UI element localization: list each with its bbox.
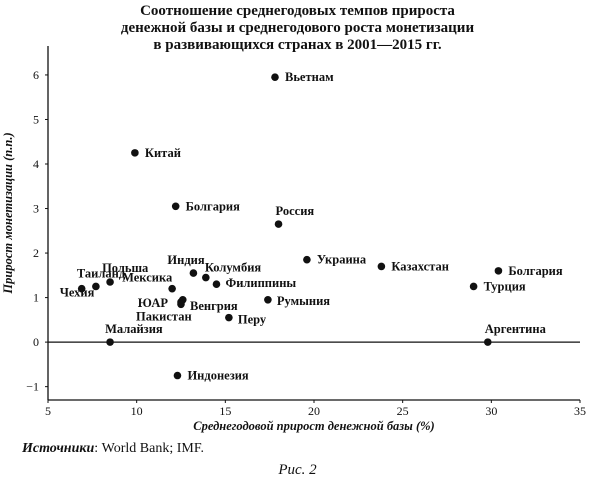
- point-label: Мексика: [122, 271, 173, 285]
- data-point: [271, 73, 279, 81]
- point-label: Польша: [102, 261, 149, 275]
- x-tick-label: 10: [131, 404, 143, 418]
- data-point: [106, 278, 114, 286]
- axes: −1 0 1 2 3 4 5 6 5 10 15 20 25 30 35 Среднегодовой прир…: [1, 46, 586, 433]
- point-label: Венгрия: [190, 299, 238, 313]
- data-point: [212, 280, 221, 289]
- data-point: [168, 284, 176, 293]
- data-point: [225, 313, 233, 322]
- y-tick-label: 2: [33, 246, 39, 260]
- x-tick-label: 25: [397, 404, 409, 418]
- x-tick-label: 20: [308, 404, 320, 418]
- point-label: Россия: [276, 204, 315, 218]
- figure-caption: Рис. 2: [278, 462, 317, 478]
- point-label: Казахстан: [391, 259, 449, 273]
- data-point: [177, 300, 185, 309]
- data-point: [202, 273, 210, 282]
- data-point: [377, 262, 386, 271]
- x-axis-label: Среднегодовой прирост денежной базы (%): [193, 419, 434, 433]
- title-line-2: денежной базы и среднегодового роста мон…: [120, 20, 475, 36]
- source-note: Источники: World Bank; IMF.: [22, 441, 204, 457]
- point-label: Турция: [484, 279, 526, 293]
- point-label: Китай: [145, 146, 181, 160]
- data-point: [303, 255, 311, 264]
- point-label: Малайзия: [105, 322, 163, 336]
- point-label: Аргентина: [485, 322, 547, 336]
- y-tick-label: 1: [33, 291, 39, 305]
- data-point: [171, 202, 180, 211]
- point-label: Индонезия: [187, 369, 248, 383]
- y-axis-label: Прирост монетизации (п.п.): [1, 132, 15, 294]
- data-point: [189, 269, 198, 277]
- point-label: ЮАР: [138, 296, 169, 310]
- chart-title: Соотношение среднегодовых темпов прирост…: [0, 3, 595, 54]
- source-text: : World Bank; IMF.: [94, 441, 205, 456]
- point-label: Пакистан: [136, 309, 192, 323]
- data-point: [106, 338, 114, 346]
- data-points: Вьетнам Китай Болгария Россия Украина Казахст…: [60, 70, 563, 382]
- data-point: [131, 149, 139, 157]
- point-label: Колумбия: [205, 261, 262, 275]
- x-tick-label: 5: [45, 404, 51, 418]
- point-label: Перу: [238, 313, 267, 327]
- x-tick-label: 15: [219, 404, 231, 418]
- point-label: Филиппины: [225, 276, 296, 290]
- point-label: Румыния: [277, 294, 330, 308]
- data-point: [92, 282, 100, 291]
- point-label: Болгария: [186, 199, 240, 213]
- data-point: [494, 267, 503, 275]
- data-point: [173, 371, 182, 380]
- data-point: [264, 296, 272, 304]
- y-tick-label: 0: [33, 335, 39, 349]
- title-line-3: в развивающихся странах в 2001—2015 гг.: [153, 37, 442, 53]
- title-line-1: Соотношение среднегодовых темпов прирост…: [140, 3, 455, 19]
- y-tick-label: 4: [33, 157, 39, 171]
- point-label: Украина: [317, 253, 367, 267]
- y-tick-label: −1: [26, 380, 39, 394]
- point-label: Чехия: [60, 286, 95, 300]
- point-label: Болгария: [508, 264, 562, 278]
- data-point: [483, 338, 492, 346]
- data-point: [469, 282, 478, 291]
- data-point: [274, 220, 283, 228]
- source-label: Источники: [22, 441, 95, 456]
- x-tick-label: 35: [574, 404, 586, 418]
- y-tick-label: 6: [33, 68, 39, 82]
- y-tick-label: 5: [33, 112, 39, 126]
- x-tick-label: 30: [485, 404, 497, 418]
- point-label: Вьетнам: [285, 70, 334, 84]
- data-point: [77, 284, 86, 293]
- y-tick-label: 3: [33, 202, 39, 216]
- point-label: Индия: [167, 253, 204, 267]
- point-label: Таиланд: [77, 266, 126, 280]
